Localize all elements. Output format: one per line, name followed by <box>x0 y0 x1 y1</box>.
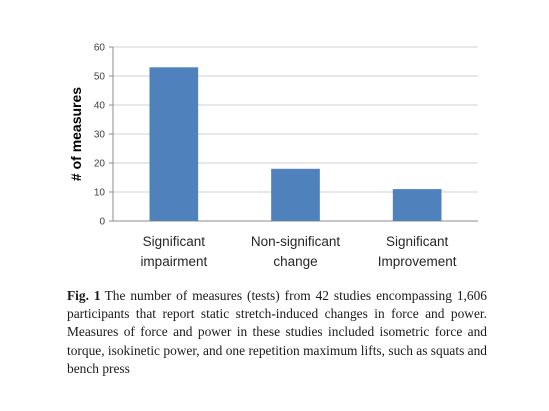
y-tick-label: 10 <box>94 188 106 199</box>
y-axis-title: # of measures <box>68 87 84 181</box>
y-tick-label: 30 <box>94 130 106 141</box>
x-category-label: Non-significant change <box>251 234 341 269</box>
figure-caption: Fig. 1 The number of measures (tests) fro… <box>67 287 487 378</box>
bar <box>271 168 320 221</box>
caption-text: The number of measures (tests) from 42 s… <box>67 288 487 376</box>
bar <box>392 189 442 221</box>
x-category-label: Significant Improvement <box>378 234 457 269</box>
bar <box>149 67 199 221</box>
y-tick-label: 0 <box>99 217 105 228</box>
y-axis-ticks: 0 10 20 30 40 50 60 <box>94 43 114 228</box>
y-tick-label: 20 <box>94 159 106 170</box>
bars <box>149 67 442 221</box>
bar-chart: 0 10 20 30 40 50 60 Significant impairment Non-s… <box>68 43 478 269</box>
y-tick-label: 60 <box>94 43 106 54</box>
figure-label: Fig. 1 <box>67 288 101 303</box>
x-axis-categories: Significant impairment Non-significant chan… <box>140 234 456 269</box>
y-tick-label: 40 <box>94 101 106 112</box>
x-category-label: Significant impairment <box>140 234 207 269</box>
y-tick-label: 50 <box>94 72 106 83</box>
